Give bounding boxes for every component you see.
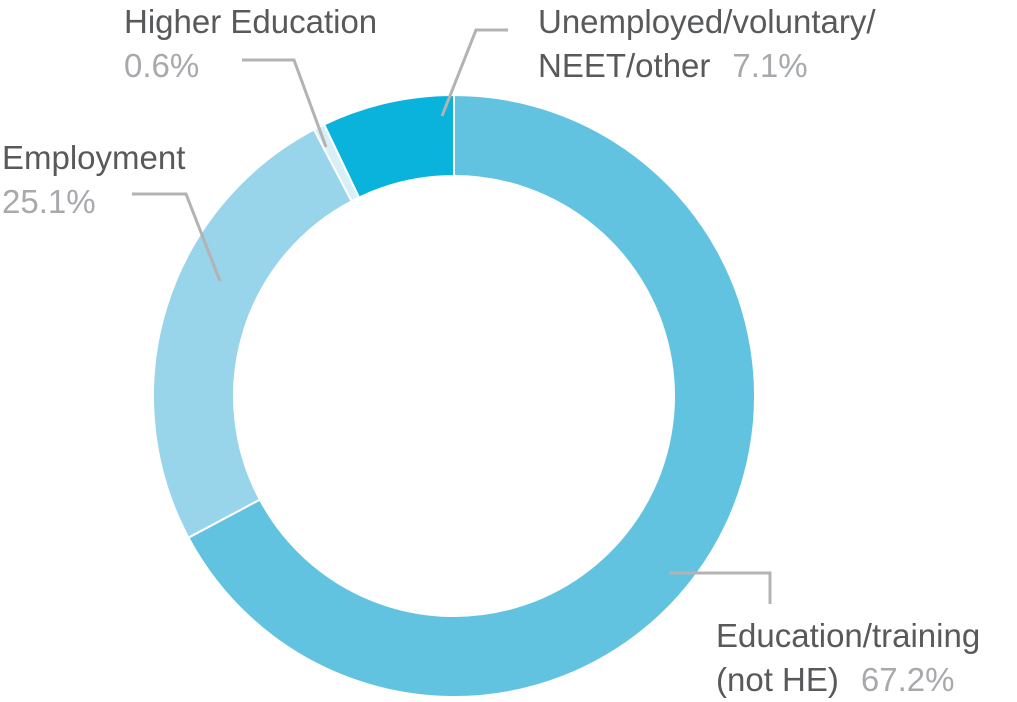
leader-line-employment [132,192,222,282]
leader-line-education-training [669,571,772,604]
slice-unemployed [322,93,455,199]
leader-lines [132,28,772,604]
label-education-training-value: 67.2% [860,661,955,698]
label-higher-education: Higher Education 0.6% [124,0,377,88]
label-education-training: Education/training (not HE) 67.2% [716,614,980,702]
label-employment-name: Employment [2,139,186,176]
label-unemployed-line2: NEET/other [538,47,711,84]
label-employment-value: 25.1% [2,183,96,220]
label-employment: Employment 25.1% [2,136,185,224]
label-unemployed-value: 7.1% [732,47,808,84]
label-unemployed-line1: Unemployed/voluntary/ [538,3,876,40]
label-higher-education-name: Higher Education [124,3,378,40]
label-higher-education-value: 0.6% [124,47,200,84]
donut-slices [152,93,756,698]
label-education-training-line2: (not HE) [716,661,839,698]
leader-line-higher-education [242,58,328,148]
label-education-training-line1: Education/training [716,617,981,654]
slice-education-training [187,93,756,698]
label-unemployed: Unemployed/voluntary/ NEET/other 7.1% [538,0,876,88]
leader-line-unemployed [440,28,508,117]
